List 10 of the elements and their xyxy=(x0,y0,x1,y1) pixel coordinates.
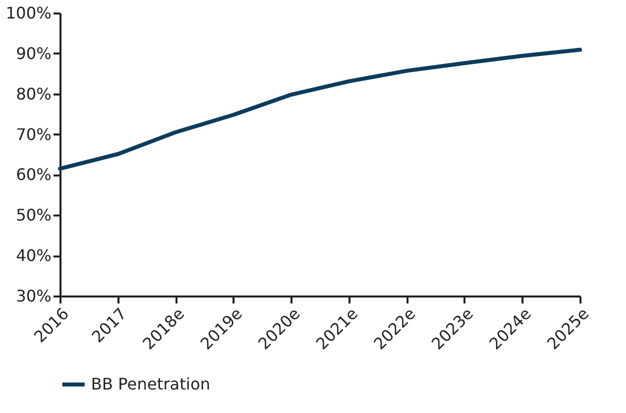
y-tick-label: 30% xyxy=(16,286,52,306)
y-tick-label: 40% xyxy=(16,246,52,266)
y-tick-label: 90% xyxy=(16,44,52,63)
legend-label: BB Penetration xyxy=(91,374,210,394)
y-tick-label: 50% xyxy=(16,206,52,225)
y-tick-label: 70% xyxy=(16,124,52,144)
line-series xyxy=(58,48,582,171)
y-tick-label: 80% xyxy=(16,84,52,104)
y-tick-label: 60% xyxy=(16,165,52,184)
y-tick-label: 100% xyxy=(6,4,52,22)
